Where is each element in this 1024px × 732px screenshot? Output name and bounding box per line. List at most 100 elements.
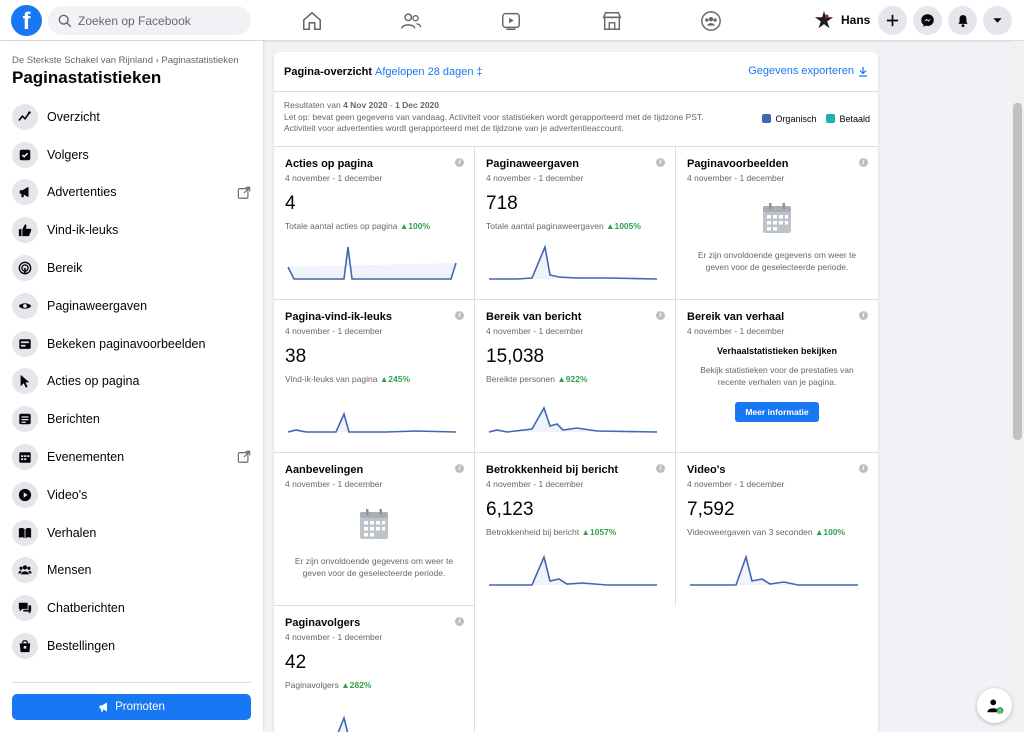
sparkline	[337, 715, 349, 732]
trend-up: ▲922%	[557, 374, 588, 384]
export-data-link[interactable]: Gegevens exporteren	[748, 65, 868, 77]
create-button[interactable]	[878, 6, 907, 35]
watch-icon[interactable]	[498, 8, 524, 34]
info-icon[interactable]: i	[859, 158, 868, 167]
profile-name: Hans	[841, 13, 871, 27]
orders-icon	[12, 633, 38, 660]
breadcrumb[interactable]: De Sterkste Schakel van Rijnland › Pagin…	[12, 55, 239, 66]
metric-card-bereik-van-bericht[interactable]: Bereik van bericht 4 november - 1 decemb…	[475, 299, 676, 452]
search-input[interactable]	[78, 13, 238, 28]
sidebar-item-label: Vind-ik-leuks	[47, 223, 119, 238]
sidebar-item-bereik[interactable]: Bereik	[0, 249, 263, 287]
notifications-button[interactable]	[948, 6, 977, 35]
search-box[interactable]	[48, 6, 251, 35]
results-range: Resultaten van 4 Nov 2020 - 1 Dec 2020	[284, 100, 440, 110]
sidebar-item-label: Verhalen	[47, 525, 97, 540]
sidebar-item-paginaweergaven[interactable]: Paginaweergaven	[0, 287, 263, 325]
plus-icon	[886, 14, 899, 27]
card-header: Pagina-overzicht Afgelopen 28 dagen ‡ Ge…	[274, 52, 878, 92]
calendar-icon	[763, 203, 791, 233]
promote-button[interactable]: Promoten	[12, 694, 251, 720]
external-link-icon[interactable]	[237, 450, 251, 464]
metric-card-paginaweergaven[interactable]: Paginaweergaven 4 november - 1 december …	[475, 146, 676, 299]
metric-date: 4 november - 1 december	[486, 326, 584, 336]
home-icon[interactable]	[299, 8, 325, 34]
metrics-grid: Acties op pagina 4 november - 1 december…	[274, 146, 878, 732]
messenger-button[interactable]	[913, 6, 942, 35]
metric-date: 4 november - 1 december	[285, 479, 383, 489]
metric-title: Bereik van verhaal	[687, 311, 785, 323]
metric-title: Betrokkenheid bij bericht	[486, 464, 619, 476]
sidebar-item-chatberichten[interactable]: Chatberichten	[0, 589, 263, 627]
facebook-logo[interactable]: f	[11, 5, 42, 36]
metric-title: Paginaweergaven	[486, 158, 579, 170]
sidebar-item-label: Evenementen	[47, 450, 125, 465]
external-link-icon[interactable]	[237, 186, 251, 200]
metric-card-aanbevelingen[interactable]: Aanbevelingen 4 november - 1 december i …	[274, 452, 475, 605]
info-icon[interactable]: i	[656, 464, 665, 473]
metric-card-pagina-vind-ik-leuks[interactable]: Pagina-vind-ik-leuks 4 november - 1 dece…	[274, 299, 475, 452]
metric-date: 4 november - 1 december	[687, 479, 785, 489]
metric-card-bereik-van-verhaal[interactable]: Bereik van verhaal 4 november - 1 decemb…	[676, 299, 878, 452]
friends-icon[interactable]	[398, 8, 424, 34]
metric-card-videos[interactable]: Video's 4 november - 1 december i 7,592 …	[676, 452, 878, 605]
scrollbar-thumb[interactable]	[1013, 103, 1022, 440]
svg-text:0: 0	[998, 708, 1001, 714]
info-icon[interactable]: i	[455, 311, 464, 320]
sidebar-item-overzicht[interactable]: Overzicht	[0, 98, 263, 136]
metric-date: 4 november - 1 december	[285, 632, 383, 642]
sidebar-item-verhalen[interactable]: Verhalen	[0, 514, 263, 552]
metric-title: Paginavolgers	[285, 617, 361, 629]
sidebar-item-advertenties[interactable]: Advertenties	[0, 174, 263, 212]
sidebar-item-berichten[interactable]: Berichten	[0, 400, 263, 438]
followers-icon	[12, 141, 38, 168]
sidebar-item-acties-op-pagina[interactable]: Acties op pagina	[0, 363, 263, 401]
sidebar-item-videos[interactable]: Video's	[0, 476, 263, 514]
metric-date: 4 november - 1 december	[285, 173, 383, 183]
metric-card-paginavolgers[interactable]: Paginavolgers 4 november - 1 december i …	[274, 605, 475, 732]
info-icon[interactable]: i	[859, 311, 868, 320]
trend-up: ▲1005%	[606, 221, 641, 231]
period-selector[interactable]: Afgelopen 28 dagen ‡	[375, 66, 483, 78]
sidebar-item-volgers[interactable]: Volgers	[0, 136, 263, 174]
chat-icon	[12, 595, 38, 622]
page-title: Paginastatistieken	[12, 68, 162, 87]
sidebar-item-evenementen[interactable]: Evenementen	[0, 438, 263, 476]
sidebar-divider	[12, 682, 251, 683]
metric-card-paginavoorbeelden[interactable]: Paginavoorbeelden 4 november - 1 decembe…	[676, 146, 878, 299]
ads-timezone-note: Activiteit voor advertenties wordt gerap…	[284, 123, 624, 133]
marketplace-icon[interactable]	[599, 8, 625, 34]
metric-value: 4	[285, 193, 296, 214]
more-info-button[interactable]: Meer informatie	[735, 402, 819, 422]
profile-link[interactable]: Hans	[813, 9, 870, 31]
new-message-button[interactable]: 0	[977, 688, 1012, 723]
info-icon[interactable]: i	[455, 158, 464, 167]
info-icon[interactable]: i	[455, 617, 464, 626]
metric-card-acties-op-pagina[interactable]: Acties op pagina 4 november - 1 december…	[274, 146, 475, 299]
metric-value: 15,038	[486, 346, 545, 367]
metric-card-betrokkenheid-bij-bericht[interactable]: Betrokkenheid bij bericht 4 november - 1…	[475, 452, 676, 605]
sidebar-item-bestellingen[interactable]: Bestellingen	[0, 627, 263, 665]
page-scrollbar[interactable]	[1011, 41, 1024, 732]
info-icon[interactable]: i	[656, 311, 665, 320]
story-heading: Verhaalstatistieken bekijken	[716, 346, 838, 356]
sidebar-item-mensen[interactable]: Mensen	[0, 552, 263, 590]
info-icon[interactable]: i	[656, 158, 665, 167]
info-icon[interactable]: i	[859, 464, 868, 473]
overview-icon	[12, 103, 38, 130]
metric-title: Video's	[687, 464, 726, 476]
reach-icon	[12, 255, 38, 282]
account-menu-button[interactable]	[983, 6, 1012, 35]
export-label: Gegevens exporteren	[748, 65, 854, 77]
metric-title: Acties op pagina	[285, 158, 374, 170]
sidebar-item-bekeken-paginavoorbeelden[interactable]: Bekeken paginavoorbeelden	[0, 325, 263, 363]
sidebar-item-label: Bereik	[47, 261, 83, 276]
trend-up: ▲100%	[399, 221, 431, 231]
empty-state: Er zijn onvoldoende gegevens om weer te …	[676, 202, 878, 273]
info-icon[interactable]: i	[455, 464, 464, 473]
sidebar-item-vind-ik-leuks[interactable]: Vind-ik-leuks	[0, 211, 263, 249]
trend-up: ▲282%	[341, 680, 372, 690]
groups-icon[interactable]	[698, 8, 724, 34]
metric-title: Aanbevelingen	[285, 464, 364, 476]
download-icon	[859, 66, 867, 77]
